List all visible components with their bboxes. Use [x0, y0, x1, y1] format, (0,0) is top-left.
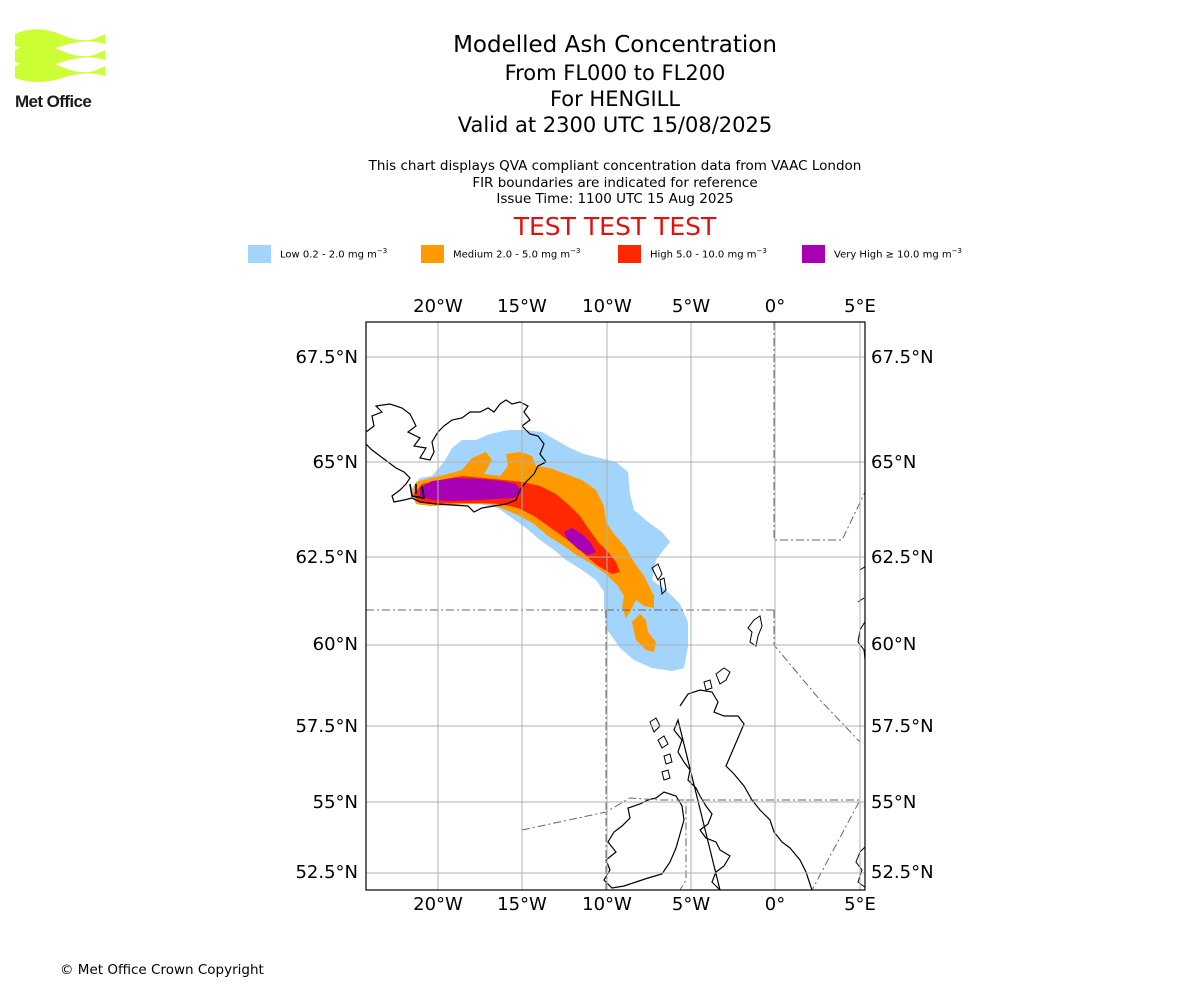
legend-item-medium: Medium 2.0 - 5.0 mg m−3: [421, 244, 580, 264]
legend-item-low: Low 0.2 - 2.0 mg m−3: [248, 244, 387, 264]
lon-label-bottom-10w: 10°W: [582, 894, 632, 915]
chart-subtitle: This chart displays QVA compliant concen…: [315, 158, 915, 208]
ash-area-very-high-south: [564, 528, 596, 555]
legend-label-medium: Medium 2.0 - 5.0 mg m−3: [453, 247, 581, 261]
lon-label-bottom-15w: 15°W: [497, 894, 547, 915]
lat-label-right-65n: 65°N: [871, 452, 916, 473]
denmark-coastline: [855, 846, 865, 888]
iceland-coastline: [366, 399, 547, 513]
legend-label-low: Low 0.2 - 2.0 mg m−3: [280, 247, 388, 261]
lon-label-top-0: 0°: [765, 296, 785, 317]
shetland-islands: [747, 615, 763, 647]
lat-label-left-55n: 55°N: [313, 792, 358, 813]
legend-swatch-low: [248, 245, 271, 263]
lon-label-bottom-0: 0°: [765, 894, 785, 915]
lon-label-top-15w: 15°W: [497, 296, 547, 317]
legend-item-very-high: Very High ≥ 10.0 mg m−3: [802, 244, 962, 264]
legend-swatch-high: [618, 245, 641, 263]
logo-wordmark: Met Office: [15, 92, 92, 111]
ash-area-high: [414, 476, 620, 574]
hebrides-islands: [649, 717, 673, 781]
lon-label-bottom-5w: 5°W: [672, 894, 710, 915]
legend-label-very-high: Very High ≥ 10.0 mg m−3: [834, 247, 962, 261]
lat-label-right-60n: 60°N: [871, 634, 916, 655]
hengill-marker: [409, 483, 425, 499]
subtitle-line-2: FIR boundaries are indicated for referen…: [472, 174, 758, 191]
great-britain-coastline: [673, 689, 813, 890]
lat-label-right-52-5n: 52.5°N: [871, 862, 934, 883]
legend-item-high: High 5.0 - 10.0 mg m−3: [618, 244, 767, 264]
fir-boundaries: [366, 322, 865, 890]
lat-label-right-55n: 55°N: [871, 792, 916, 813]
legend: Low 0.2 - 2.0 mg m−3 Medium 2.0 - 5.0 mg…: [0, 244, 1200, 264]
ash-area-medium-south: [632, 614, 656, 652]
subtitle-line-3: Issue Time: 1100 UTC 15 Aug 2025: [496, 191, 734, 207]
lat-label-left-57-5n: 57.5°N: [295, 716, 358, 737]
ash-area-very-high: [420, 478, 522, 501]
subtitle-line-1: This chart displays QVA compliant concen…: [368, 158, 862, 174]
lon-label-top-5w: 5°W: [672, 296, 710, 317]
chart-title: Modelled Ash Concentration From FL000 to…: [315, 30, 915, 138]
lat-label-left-65n: 65°N: [313, 452, 358, 473]
map-frame: [365, 321, 866, 891]
lat-label-right-67-5n: 67.5°N: [871, 347, 934, 368]
legend-label-high: High 5.0 - 10.0 mg m−3: [650, 247, 767, 261]
map-gridlines: [366, 322, 865, 890]
legend-swatch-very-high: [802, 245, 825, 263]
title-line-3: For HENGILL: [549, 87, 681, 111]
lon-label-top-10w: 10°W: [582, 296, 632, 317]
lat-label-left-52-5n: 52.5°N: [295, 862, 358, 883]
ireland-coastline: [603, 791, 685, 889]
copyright-notice: © Met Office Crown Copyright: [60, 962, 264, 978]
lon-label-bottom-5e: 5°E: [844, 894, 876, 915]
orkney-islands: [703, 667, 731, 691]
met-office-logo: [15, 29, 105, 82]
lon-label-top-5e: 5°E: [844, 296, 876, 317]
lat-label-left-60n: 60°N: [313, 634, 358, 655]
faroe-islands: [651, 563, 667, 596]
lat-label-left-62-5n: 62.5°N: [295, 547, 358, 568]
lat-label-right-62-5n: 62.5°N: [871, 547, 934, 568]
lat-label-left-67-5n: 67.5°N: [295, 347, 358, 368]
lon-label-bottom-20w: 20°W: [413, 894, 463, 915]
lat-label-right-57-5n: 57.5°N: [871, 716, 934, 737]
title-line-1: Modelled Ash Concentration: [453, 32, 777, 58]
lon-label-top-20w: 20°W: [413, 296, 463, 317]
title-line-2: From FL000 to FL200: [504, 61, 726, 85]
legend-swatch-medium: [421, 245, 444, 263]
title-line-4: Valid at 2300 UTC 15/08/2025: [457, 113, 773, 137]
test-banner: TEST TEST TEST: [513, 212, 717, 241]
